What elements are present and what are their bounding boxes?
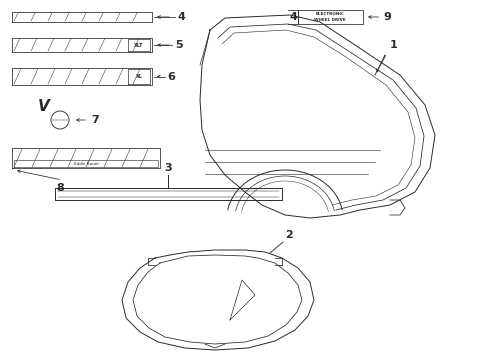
Text: 8: 8	[56, 183, 64, 193]
Text: 9: 9	[383, 12, 391, 22]
Text: XL: XL	[136, 74, 143, 79]
Text: WHEEL DRIVE: WHEEL DRIVE	[314, 18, 346, 22]
Text: 6: 6	[167, 72, 175, 81]
Text: 1: 1	[390, 40, 398, 50]
Text: 4: 4	[289, 12, 297, 22]
Text: ELECTRONIC: ELECTRONIC	[316, 12, 344, 16]
Text: XLT: XLT	[134, 42, 144, 48]
Text: 3: 3	[164, 163, 172, 173]
Text: 7: 7	[91, 115, 99, 125]
Text: 5: 5	[175, 40, 183, 50]
Text: V: V	[38, 99, 50, 114]
Text: 2: 2	[285, 230, 293, 240]
Text: 4: 4	[177, 12, 185, 22]
Text: Eddie Bauer: Eddie Bauer	[74, 162, 98, 166]
